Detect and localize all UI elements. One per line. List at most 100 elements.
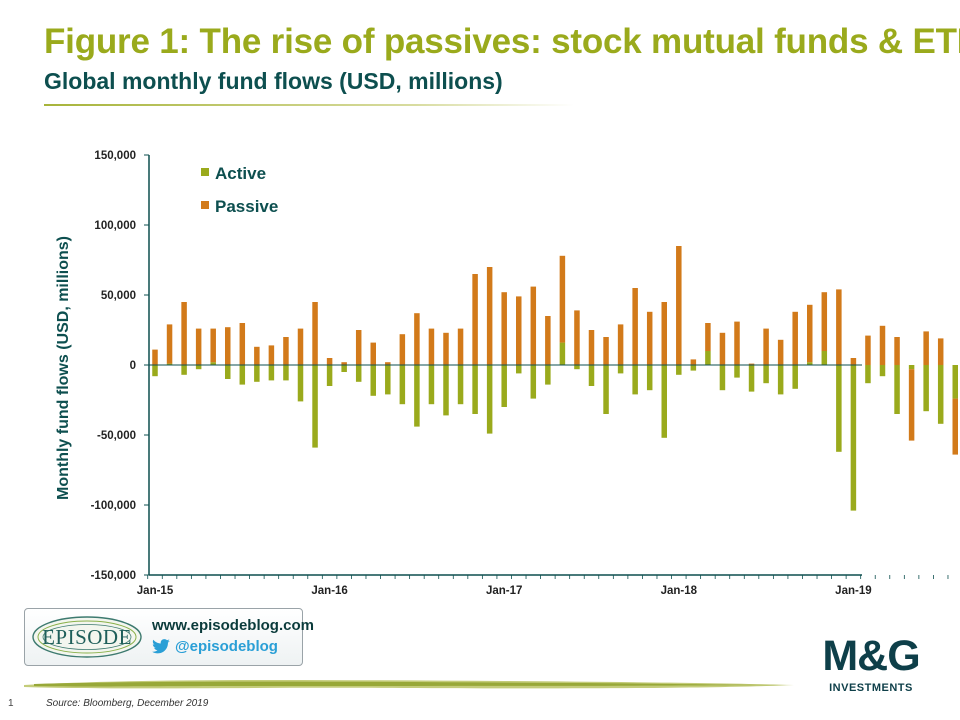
- bar-active-apr-19: [894, 365, 900, 414]
- bar-passive-feb-16: [341, 362, 347, 365]
- bar-active-mar-17: [530, 365, 537, 399]
- bar-active-apr-18: [719, 365, 726, 391]
- bar-passive-sep-15: [268, 345, 275, 365]
- bar-active-oct-17: [632, 365, 638, 395]
- twitter-handle-link[interactable]: @episodeblog: [175, 638, 278, 655]
- bar-active-sep-18: [792, 365, 798, 389]
- twitter-icon[interactable]: [151, 639, 171, 655]
- bar-active-nov-17: [646, 365, 653, 391]
- bar-passive-dec-15: [312, 302, 318, 365]
- bar-passive-jun-19: [923, 331, 929, 365]
- bar-active-nov-16: [472, 365, 478, 414]
- bar-active-sep-15: [268, 365, 275, 381]
- episode-banner[interactable]: EPISODE www.episodeblog.com @episodeblog: [24, 608, 314, 666]
- bar-active-dec-15: [312, 365, 318, 448]
- bar-passive-feb-15: [166, 324, 173, 364]
- bar-passive-jul-16: [414, 313, 420, 365]
- bar-active-mar-15: [181, 365, 187, 375]
- episode-logo: EPISODE: [31, 615, 143, 659]
- bar-passive-jan-18: [676, 246, 682, 365]
- bar-passive-aug-16: [428, 328, 435, 365]
- bar-active-jun-16: [399, 365, 406, 405]
- bar-active-jun-18: [748, 365, 755, 392]
- x-tick-label: Jan-18: [661, 585, 698, 597]
- y-tick-label: 100,000: [94, 220, 136, 232]
- bar-passive-may-15: [210, 328, 216, 363]
- bar-active-jul-15: [239, 365, 246, 385]
- bar-active-sep-17: [617, 365, 624, 374]
- bar-passive-jun-18: [748, 363, 755, 365]
- bar-active-jun-19: [923, 365, 929, 412]
- bar-active-mar-19: [879, 365, 886, 377]
- title-underline: [44, 104, 574, 106]
- bar-active-jul-16: [414, 365, 420, 427]
- x-ticks: Jan-15 Jan-16 Jan-17 Jan-18 Jan-19: [137, 575, 949, 597]
- bars-layer: [152, 246, 958, 511]
- x-tick-label: Jan-19: [835, 585, 871, 597]
- bar-active-jun-15: [225, 365, 231, 379]
- legend-label-passive: Passive: [215, 197, 278, 216]
- bar-active-jul-19: [937, 365, 944, 424]
- x-tick-label: Jan-17: [486, 585, 522, 597]
- bar-active-aug-19: [952, 365, 958, 399]
- bar-active-jan-16: [326, 365, 333, 386]
- decorative-brush-stroke: [24, 679, 794, 689]
- y-tick-label: -50,000: [97, 430, 136, 442]
- bar-passive-sep-18: [792, 311, 798, 365]
- bar-active-oct-15: [283, 365, 289, 381]
- blog-url-link[interactable]: www.episodeblog.com: [152, 617, 314, 634]
- bar-passive-jun-17: [574, 310, 580, 365]
- source-note: Source: Bloomberg, December 2019: [46, 698, 209, 709]
- bar-passive-may-17: [559, 255, 566, 343]
- bar-active-feb-19: [865, 365, 871, 384]
- y-tick-label: 0: [130, 360, 136, 372]
- bar-passive-oct-18: [807, 304, 813, 363]
- bar-active-dec-16: [486, 365, 493, 434]
- bar-passive-jan-15: [152, 349, 158, 365]
- bar-passive-nov-18: [821, 292, 828, 351]
- bar-active-jul-18: [763, 365, 769, 384]
- bar-active-oct-18: [807, 362, 813, 365]
- legend-swatch-active: [201, 168, 209, 176]
- bar-passive-may-16: [385, 362, 391, 365]
- bar-active-may-15: [210, 362, 216, 365]
- episode-logo-rings: [32, 616, 142, 658]
- bar-passive-jul-17: [588, 330, 595, 365]
- bar-passive-jan-16: [326, 358, 333, 365]
- y-axis-label: Monthly fund flows (USD, millions): [55, 236, 72, 500]
- bar-active-mar-16: [355, 365, 362, 382]
- bar-active-dec-18: [836, 365, 842, 452]
- bar-passive-apr-17: [545, 316, 551, 365]
- bar-passive-oct-15: [283, 337, 289, 365]
- y-tick-label: -150,000: [91, 570, 136, 582]
- bar-active-nov-15: [297, 365, 304, 402]
- bar-passive-mar-16: [355, 330, 362, 365]
- bar-passive-feb-18: [690, 359, 697, 365]
- bar-active-dec-17: [661, 365, 667, 438]
- bar-passive-aug-18: [777, 339, 784, 365]
- mg-logo-wordmark: M&G: [822, 632, 920, 680]
- bar-active-jul-17: [588, 365, 595, 386]
- bar-passive-apr-15: [195, 328, 202, 365]
- bar-passive-jan-17: [501, 292, 507, 365]
- bar-passive-mar-19: [879, 325, 886, 365]
- bar-active-jan-15: [152, 365, 158, 377]
- bar-passive-jan-19: [850, 358, 857, 365]
- bar-passive-sep-17: [617, 324, 624, 365]
- bar-active-jan-19: [850, 365, 857, 511]
- y-tick-label: -100,000: [91, 500, 136, 512]
- bar-active-aug-15: [254, 365, 260, 382]
- bar-passive-nov-15: [297, 328, 304, 365]
- bar-passive-jul-15: [239, 323, 246, 365]
- bar-active-feb-17: [516, 365, 522, 374]
- bar-active-sep-16: [443, 365, 449, 416]
- legend: Active Passive: [201, 164, 278, 216]
- bar-passive-apr-19: [894, 337, 900, 365]
- bar-active-apr-16: [370, 365, 376, 396]
- bar-passive-mar-15: [181, 302, 187, 365]
- bar-active-aug-17: [603, 365, 609, 414]
- bar-active-nov-18: [821, 351, 828, 365]
- bar-passive-mar-17: [530, 286, 537, 365]
- y-tick-label: 50,000: [101, 290, 136, 302]
- bar-passive-dec-17: [661, 302, 667, 365]
